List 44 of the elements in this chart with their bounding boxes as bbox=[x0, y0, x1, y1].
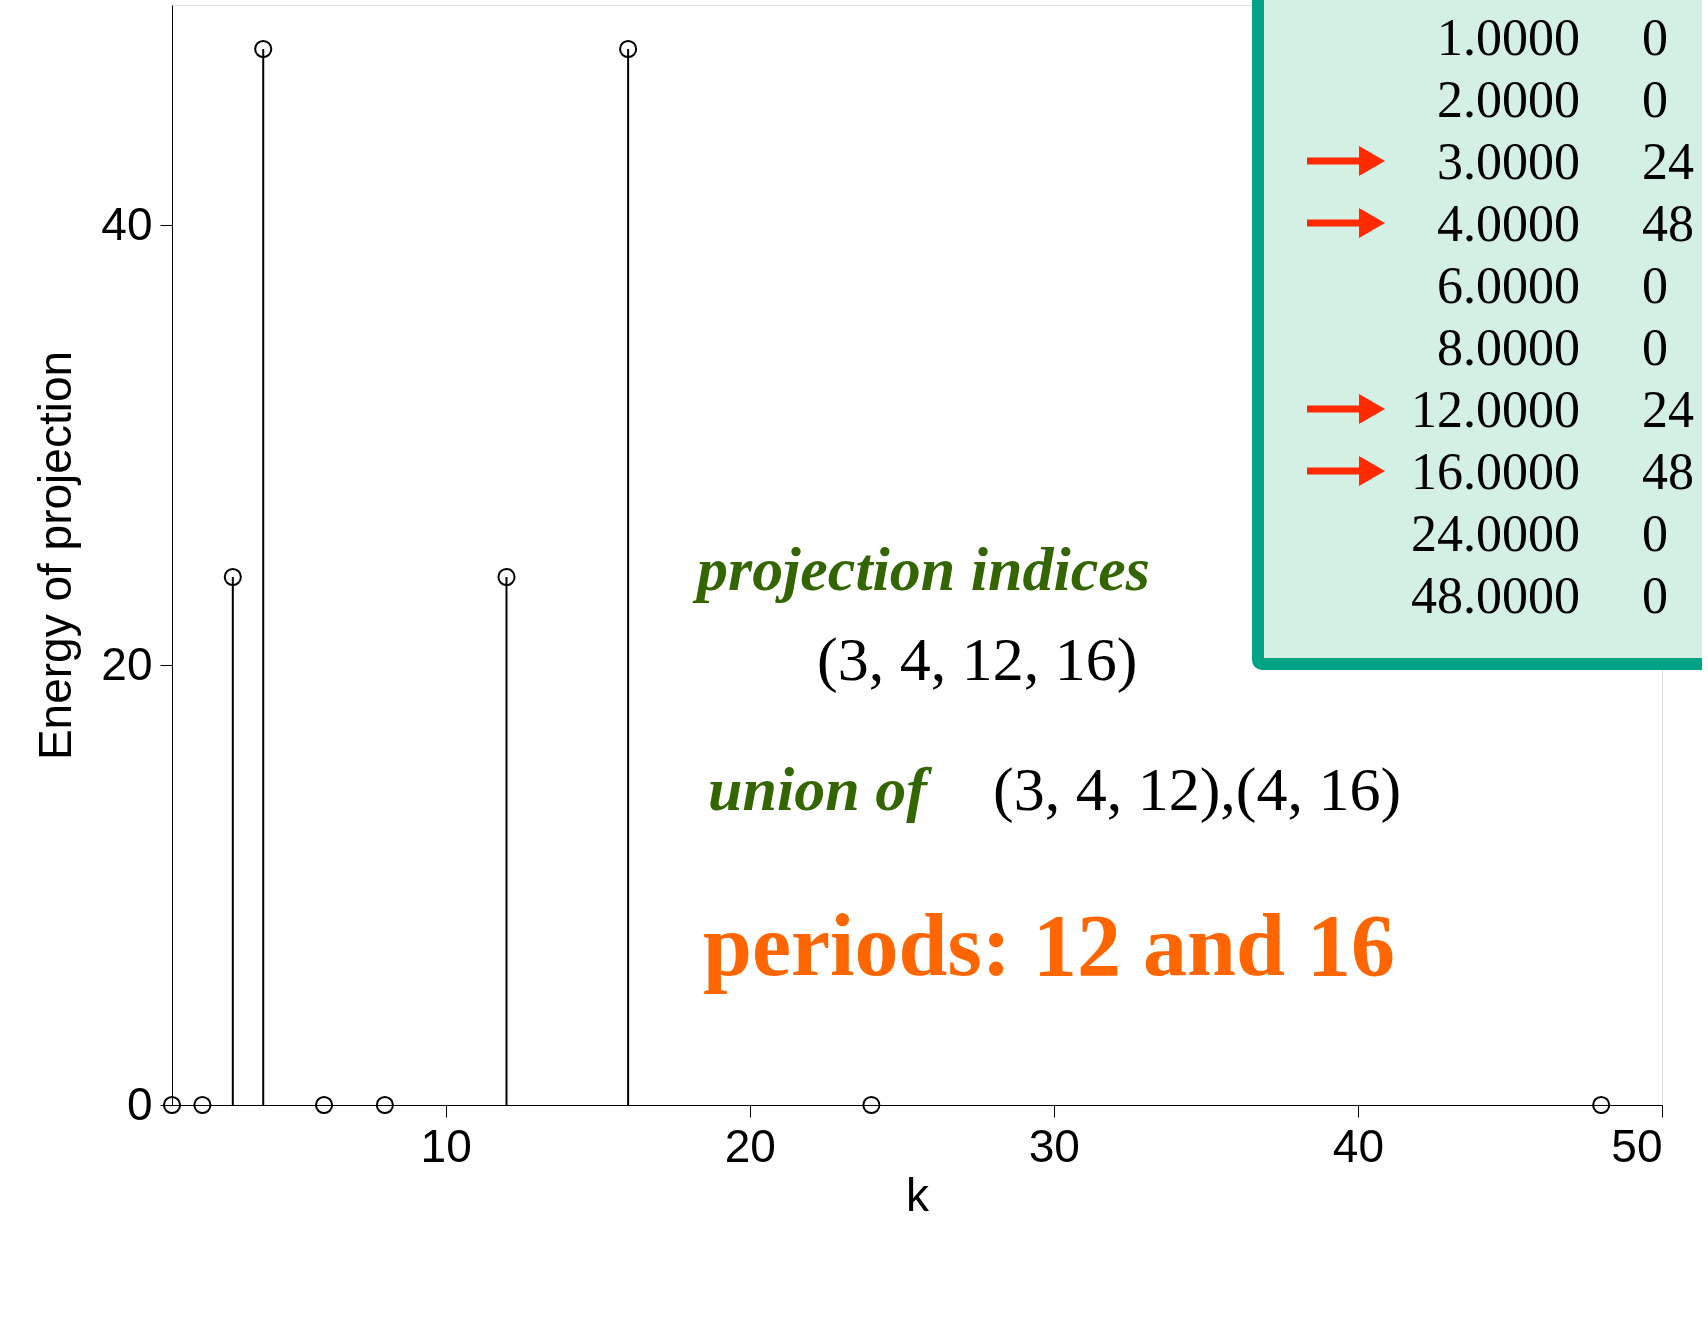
annotation: 4.0000 bbox=[1437, 195, 1580, 252]
y-axis-title: Energy of projection bbox=[29, 350, 82, 761]
annotation: 1.0000 bbox=[1437, 9, 1580, 66]
point bbox=[862, 1095, 881, 1115]
annotation: union of bbox=[708, 755, 933, 823]
annotation: 48.0000 bbox=[1411, 567, 1580, 624]
annotation: 48 bbox=[1642, 195, 1694, 252]
point bbox=[314, 1095, 334, 1115]
annotation: periods: 12 and 16 bbox=[703, 897, 1395, 994]
annotation: 48 bbox=[1642, 443, 1694, 500]
x-tick-label: 40 bbox=[1332, 1119, 1384, 1172]
annotation: 24 bbox=[1642, 381, 1694, 438]
annotation: 8.0000 bbox=[1437, 319, 1580, 376]
y-tick-label: 0 bbox=[126, 1077, 153, 1130]
point bbox=[619, 39, 638, 59]
x-axis-title: k bbox=[906, 1168, 930, 1221]
annotation: 0 bbox=[1642, 71, 1668, 128]
annotation: 0 bbox=[1642, 319, 1668, 376]
x-tick-label: 10 bbox=[420, 1119, 472, 1172]
x-tick-label: 20 bbox=[724, 1119, 776, 1172]
annotation: 0 bbox=[1642, 257, 1668, 314]
annotation: (3, 4, 12, 16) bbox=[817, 625, 1138, 694]
annotation: 12.0000 bbox=[1411, 381, 1580, 438]
y-tick-label: 40 bbox=[101, 197, 153, 250]
annotation: (3, 4, 12),(4, 16) bbox=[993, 755, 1402, 824]
x-tick-label: 50 bbox=[1611, 1119, 1663, 1172]
point bbox=[223, 567, 242, 587]
annotation: 24.0000 bbox=[1411, 505, 1580, 562]
point bbox=[193, 1095, 212, 1115]
annotation: 0 bbox=[1642, 505, 1668, 562]
annotation: 24 bbox=[1642, 133, 1694, 190]
annotation: 2.0000 bbox=[1437, 71, 1580, 128]
point bbox=[497, 567, 516, 587]
annotation: 6.0000 bbox=[1437, 257, 1580, 314]
annotation: 3.0000 bbox=[1437, 133, 1580, 190]
point bbox=[375, 1095, 394, 1115]
annotation: 16.0000 bbox=[1411, 443, 1580, 500]
point bbox=[1592, 1095, 1611, 1115]
annotation: projection indices bbox=[692, 535, 1150, 603]
y-tick-label: 20 bbox=[101, 637, 153, 690]
x-tick-label: 30 bbox=[1028, 1119, 1080, 1172]
annotation: 0 bbox=[1642, 567, 1668, 624]
point bbox=[254, 39, 273, 59]
annotation: 0 bbox=[1642, 9, 1668, 66]
